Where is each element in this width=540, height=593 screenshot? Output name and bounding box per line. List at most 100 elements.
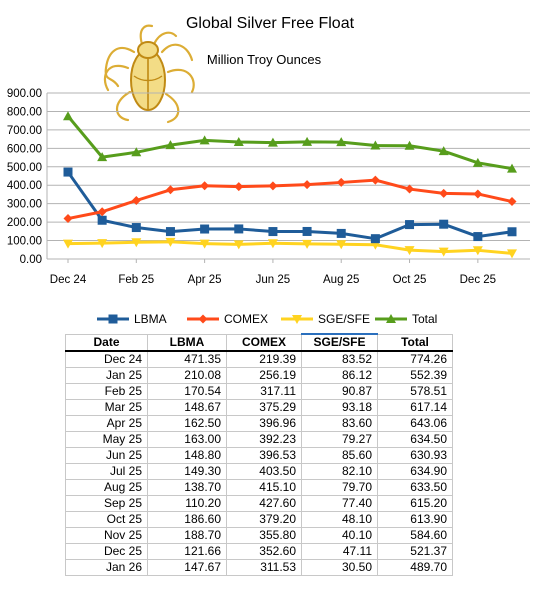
chart-subtitle: Million Troy Ounces (207, 52, 322, 67)
data-point-total (165, 140, 176, 150)
table-row: Jan 25 210.08 256.19 86.12 552.39 (65, 367, 453, 384)
table-row: Sep 25 110.20 427.60 77.40 615.20 (65, 495, 453, 512)
table-cell: 85.60 (301, 447, 378, 464)
x-tick-label: Oct 25 (393, 274, 427, 286)
data-point-lbma (234, 224, 244, 234)
table-cell: Jun 25 (65, 447, 148, 464)
data-point-total (267, 137, 278, 147)
table-header-total: Total (377, 333, 453, 352)
table-cell: 93.18 (301, 399, 378, 416)
table-cell: 77.40 (301, 495, 378, 512)
data-point-comex (302, 180, 312, 190)
table-cell: 110.20 (147, 495, 227, 512)
table-cell: Sep 25 (65, 495, 148, 512)
legend-item-lbma: LBMA (97, 312, 167, 326)
y-tick-label: 500.00 (7, 162, 42, 174)
data-point-comex (507, 197, 517, 207)
table-header-date: Date (65, 333, 148, 352)
x-axis-tick-labels: Dec 24 Feb 25 Apr 25 Jun 25 Aug 25 Oct 25 Dec … (50, 274, 496, 286)
data-point-lbma (405, 220, 415, 230)
y-tick-label: 900.00 (7, 88, 42, 100)
data-point-comex (131, 196, 141, 206)
table-cell: Dec 25 (65, 543, 148, 560)
data-point-total (233, 136, 244, 146)
table-cell: 121.66 (147, 543, 227, 560)
table-body: Dec 24 471.35 219.39 83.52 774.26 Jan 25 210.0… (65, 351, 453, 576)
table-cell: 552.39 (377, 367, 453, 384)
data-point-lbma (131, 223, 141, 233)
table-cell: Aug 25 (65, 479, 148, 496)
table-cell: 317.11 (226, 383, 302, 400)
x-tick-label: Feb 25 (118, 274, 154, 286)
data-point-lbma (439, 219, 449, 229)
table-row: Jul 25 149.30 403.50 82.10 634.90 (65, 463, 453, 480)
data-point-total (370, 140, 381, 150)
table-cell: 83.60 (301, 415, 378, 432)
table-cell: Oct 25 (65, 511, 148, 528)
data-point-sge-sfe (63, 239, 73, 249)
y-tick-label: 100.00 (7, 236, 42, 248)
y-axis-tick-labels: 0.00 100.00 200.00 300.00 400.00 500.00 600.00… (7, 88, 42, 266)
table-cell: Feb 25 (65, 383, 148, 400)
table-cell: 311.53 (226, 559, 302, 576)
table-cell: 633.50 (377, 479, 453, 496)
table-cell: 48.10 (301, 511, 378, 528)
legend-label-total: Total (412, 312, 437, 326)
table-cell: 170.54 (147, 383, 227, 400)
data-point-lbma (63, 167, 73, 177)
table-header-row: Date LBMA COMEX SGE/SFE Total (65, 333, 453, 352)
table-cell: 471.35 (147, 351, 227, 368)
table-cell: 163.00 (147, 431, 227, 448)
data-point-comex (473, 189, 483, 199)
x-tick-label: Dec 24 (50, 274, 87, 286)
data-point-comex (234, 182, 244, 192)
data-point-total (438, 146, 449, 156)
y-tick-label: 600.00 (7, 143, 42, 155)
table-cell: Nov 25 (65, 527, 148, 544)
line-chart: Global Silver Free Float Million Troy Ou… (7, 15, 530, 326)
table-header-sge-sfe: SGE/SFE (301, 333, 378, 352)
data-point-total (404, 140, 415, 150)
beetle-logo (103, 24, 195, 124)
legend-marker-comex (198, 314, 208, 324)
data-point-total (507, 163, 517, 173)
series-line-lbma (66, 171, 513, 241)
data-point-comex (63, 214, 73, 224)
table-cell: 489.70 (377, 559, 453, 576)
x-tick-label: Jun 25 (256, 274, 291, 286)
table-cell: 186.60 (147, 511, 227, 528)
table-cell: Jan 26 (65, 559, 148, 576)
data-point-sge-sfe (472, 246, 483, 256)
data-point-sge-sfe (165, 237, 176, 247)
legend-marker-sge-sfe (292, 315, 302, 324)
table-cell: 188.70 (147, 527, 227, 544)
table-cell: 148.80 (147, 447, 227, 464)
y-tick-label: 200.00 (7, 217, 42, 229)
table-cell: 138.70 (147, 479, 227, 496)
table-row: Dec 25 121.66 352.60 47.11 521.37 (65, 543, 453, 560)
table-cell: 427.60 (226, 495, 302, 512)
data-point-total (472, 157, 483, 167)
data-point-comex (268, 181, 278, 191)
table-cell: 79.70 (301, 479, 378, 496)
table-cell: 634.90 (377, 463, 453, 480)
table-row: Feb 25 170.54 317.11 90.87 578.51 (65, 383, 453, 400)
legend-marker-total (386, 314, 396, 323)
table-row: Dec 24 471.35 219.39 83.52 774.26 (65, 351, 453, 368)
x-tick-label: Dec 25 (460, 274, 496, 286)
table-cell: 379.20 (226, 511, 302, 528)
data-point-lbma (473, 232, 483, 242)
x-tick-label: Aug 25 (323, 274, 359, 286)
table-cell: Mar 25 (65, 399, 148, 416)
table-cell: 615.20 (377, 495, 453, 512)
data-point-comex (165, 185, 175, 195)
table-cell: 617.14 (377, 399, 453, 416)
data-point-lbma (268, 227, 278, 237)
table-cell: 415.10 (226, 479, 302, 496)
data-point-comex (405, 184, 415, 194)
table-cell: 578.51 (377, 383, 453, 400)
table-cell: Dec 24 (65, 351, 148, 368)
table-cell: 403.50 (226, 463, 302, 480)
data-point-sge-sfe (199, 239, 210, 249)
y-tick-label: 300.00 (7, 199, 42, 211)
